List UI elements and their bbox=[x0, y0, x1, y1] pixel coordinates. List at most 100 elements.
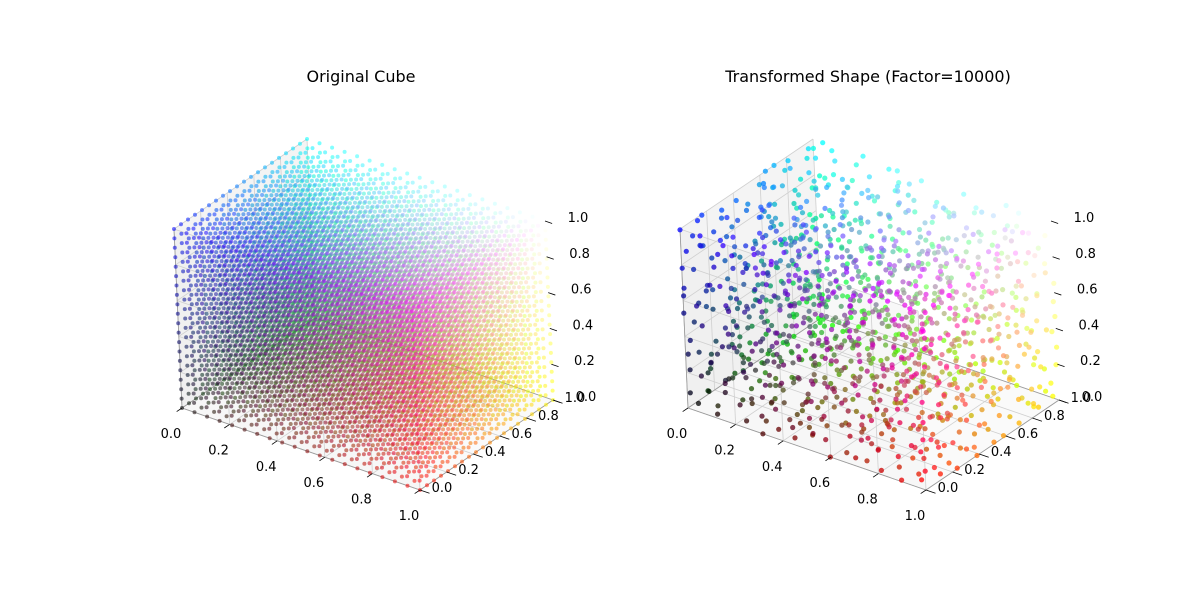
data-point bbox=[286, 229, 291, 234]
data-point bbox=[494, 417, 499, 422]
data-point bbox=[367, 200, 372, 205]
data-point bbox=[450, 356, 455, 361]
data-point bbox=[516, 389, 521, 394]
data-point bbox=[480, 426, 485, 431]
data-point bbox=[457, 361, 462, 365]
data-point bbox=[470, 313, 474, 318]
data-point bbox=[498, 262, 503, 267]
data-point bbox=[455, 230, 460, 235]
data-point bbox=[495, 247, 500, 252]
data-point bbox=[519, 238, 524, 243]
data-point bbox=[448, 318, 453, 323]
data-point bbox=[496, 380, 501, 385]
data-point bbox=[387, 241, 392, 246]
data-point bbox=[451, 394, 456, 398]
data-point bbox=[522, 356, 527, 361]
data-point bbox=[499, 332, 504, 337]
data-point bbox=[499, 384, 504, 389]
data-point bbox=[313, 192, 318, 197]
data-point bbox=[492, 327, 497, 332]
data-point bbox=[429, 277, 434, 281]
data-point bbox=[535, 379, 540, 384]
data-point bbox=[343, 159, 347, 164]
data-point bbox=[387, 231, 392, 236]
data-point bbox=[388, 208, 393, 213]
data-point bbox=[464, 304, 469, 309]
data-point bbox=[404, 268, 409, 273]
data-point bbox=[487, 421, 492, 426]
data-point bbox=[481, 299, 486, 304]
data-point bbox=[520, 351, 525, 355]
data-point bbox=[344, 219, 349, 224]
data-point bbox=[320, 177, 325, 182]
data-point bbox=[434, 245, 439, 250]
data-point bbox=[371, 223, 376, 228]
data-point bbox=[393, 250, 398, 255]
data-point bbox=[472, 370, 477, 375]
data-point bbox=[254, 193, 259, 198]
data-point bbox=[474, 450, 478, 455]
data-point bbox=[341, 182, 346, 187]
data-point bbox=[381, 255, 386, 260]
data-point bbox=[451, 239, 456, 244]
data-point bbox=[495, 342, 499, 347]
data-point bbox=[431, 208, 436, 213]
data-point bbox=[467, 412, 472, 417]
data-point bbox=[367, 222, 372, 227]
data-point bbox=[409, 194, 414, 199]
data-point bbox=[447, 403, 452, 408]
data-point bbox=[494, 230, 499, 234]
data-point bbox=[310, 188, 315, 193]
data-point bbox=[474, 375, 479, 380]
data-point bbox=[295, 169, 300, 174]
data-point bbox=[480, 271, 485, 276]
data-point bbox=[357, 223, 362, 228]
data-point bbox=[536, 242, 541, 247]
data-point bbox=[316, 247, 321, 252]
data-point bbox=[484, 271, 489, 276]
data-point bbox=[423, 194, 428, 199]
data-point bbox=[529, 228, 533, 233]
data-point bbox=[515, 412, 520, 417]
data-point bbox=[470, 239, 475, 244]
data-point bbox=[466, 403, 471, 408]
data-point bbox=[527, 365, 532, 370]
data-point bbox=[438, 361, 443, 366]
data-point bbox=[441, 271, 446, 276]
data-point bbox=[478, 388, 483, 393]
data-point bbox=[454, 285, 459, 290]
data-point bbox=[454, 295, 459, 300]
data-point bbox=[383, 208, 388, 213]
data-point bbox=[494, 384, 499, 389]
data-point bbox=[466, 342, 471, 347]
data-point bbox=[496, 299, 501, 304]
data-point bbox=[449, 253, 454, 258]
data-point bbox=[469, 262, 474, 267]
data-point bbox=[292, 206, 297, 211]
data-point bbox=[519, 248, 524, 253]
data-point bbox=[538, 384, 543, 389]
data-point bbox=[517, 252, 522, 257]
data-point bbox=[302, 164, 307, 169]
data-point bbox=[423, 258, 428, 263]
data-point bbox=[493, 407, 498, 412]
data-point bbox=[266, 230, 271, 235]
data-point bbox=[330, 228, 335, 233]
data-point bbox=[517, 210, 522, 215]
data-point bbox=[419, 245, 424, 250]
data-point bbox=[361, 172, 366, 177]
data-point bbox=[491, 224, 496, 229]
data-point bbox=[392, 240, 397, 245]
data-point bbox=[309, 178, 314, 183]
data-point bbox=[288, 174, 293, 179]
data-point bbox=[312, 205, 317, 210]
data-point bbox=[473, 202, 478, 207]
data-point bbox=[467, 299, 472, 304]
data-point bbox=[488, 440, 492, 445]
data-point bbox=[397, 240, 402, 245]
data-point bbox=[446, 394, 451, 399]
data-point bbox=[303, 192, 308, 197]
data-point bbox=[471, 300, 476, 305]
data-point bbox=[294, 201, 299, 206]
